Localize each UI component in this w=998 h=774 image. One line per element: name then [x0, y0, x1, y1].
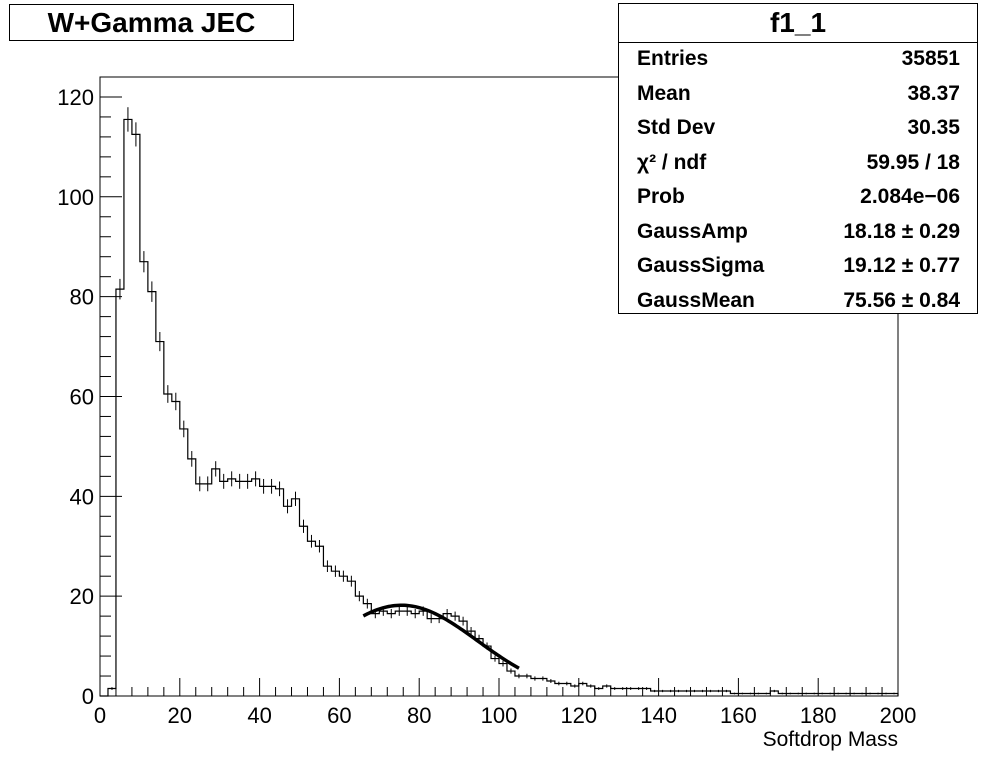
x-tick-label: 140: [640, 703, 677, 728]
x-tick-label: 160: [720, 703, 757, 728]
stats-row-value: 30.35: [907, 116, 960, 139]
y-tick-label: 80: [70, 285, 94, 310]
x-tick-label: 120: [560, 703, 597, 728]
y-tick-label: 20: [70, 584, 94, 609]
stats-row: GaussSigma 19.12 ± 0.77: [619, 250, 977, 285]
stats-row-name: GaussAmp: [637, 219, 748, 243]
y-tick-label: 60: [70, 384, 94, 409]
stats-row: Prob 2.084e−06: [619, 181, 977, 216]
stats-row-name: GaussMean: [637, 288, 755, 312]
x-tick-label: 60: [327, 703, 351, 728]
stats-row-value: 38.37: [907, 81, 960, 105]
x-tick-label: 100: [481, 703, 518, 728]
gauss-fit-curve: [362, 603, 520, 670]
x-tick-label: 40: [247, 703, 271, 728]
stats-row-value: 18.18 ± 0.29: [843, 219, 960, 243]
stats-rows: Entries 35851 Mean 38.37 Std Dev 30.35 χ² / nd…: [619, 43, 977, 319]
y-tick-label: 40: [70, 484, 94, 509]
stats-row: Mean 38.37: [619, 78, 977, 113]
stats-row-name: Std Dev: [637, 116, 716, 139]
stats-row-name: Mean: [637, 81, 691, 105]
stats-row-name: Prob: [637, 185, 685, 208]
y-tick-label: 0: [82, 684, 94, 709]
stats-box: f1_1 Entries 35851 Mean 38.37 Std Dev 30.35 χ²…: [618, 3, 978, 314]
x-tick-label: 20: [168, 703, 192, 728]
stats-row-name: GaussSigma: [637, 254, 765, 277]
stats-row: Entries 35851: [619, 43, 977, 78]
x-tick-label: 200: [880, 703, 917, 728]
y-tick-label: 100: [57, 185, 94, 210]
stats-row-name: Entries: [637, 47, 709, 70]
chart-title: W+Gamma JEC: [9, 4, 294, 41]
stats-title: f1_1: [619, 4, 977, 43]
x-tick-label: 0: [94, 703, 106, 728]
x-tick-label: 80: [407, 703, 431, 728]
stats-row: χ² / ndf 59.95 / 18: [619, 147, 977, 182]
stats-row-value: 59.95 / 18: [866, 150, 960, 174]
stats-row-name: χ² / ndf: [637, 150, 707, 174]
stats-row-value: 75.56 ± 0.84: [843, 288, 960, 312]
stats-row: GaussMean 75.56 ± 0.84: [619, 285, 977, 320]
stats-row-value: 2.084e−06: [860, 185, 960, 208]
stats-row: Std Dev 30.35: [619, 112, 977, 147]
y-tick-label: 120: [57, 85, 94, 110]
stats-row: GaussAmp 18.18 ± 0.29: [619, 216, 977, 251]
chart-title-text: W+Gamma JEC: [47, 6, 256, 38]
stats-row-value: 35851: [901, 47, 960, 70]
stats-row-value: 19.12 ± 0.77: [843, 254, 960, 277]
x-axis-title: Softdrop Mass: [763, 728, 898, 751]
x-tick-label: 180: [800, 703, 837, 728]
axes: 0 20 40 60 80 100 120 140 160 180 200 0 20 40 60 80 100 1…: [57, 76, 917, 728]
